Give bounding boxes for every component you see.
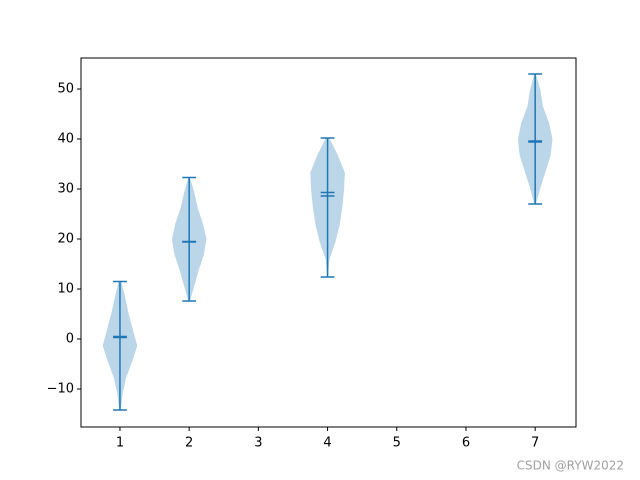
x-tick-label: 7	[531, 436, 539, 451]
x-tick-label: 2	[185, 436, 193, 451]
watermark: CSDN @RYW2022	[517, 459, 624, 473]
x-tick-label: 6	[462, 436, 470, 451]
y-tick-label: 10	[57, 282, 74, 297]
y-tick-label: 0	[66, 332, 74, 347]
y-tick-label: 30	[57, 182, 74, 197]
y-tick-label: −10	[47, 382, 74, 397]
x-tick-label: 5	[393, 436, 401, 451]
y-tick-label: 20	[57, 232, 74, 247]
x-tick-label: 1	[116, 436, 124, 451]
plot-area	[80, 57, 577, 428]
y-tick-label: 50	[57, 82, 74, 97]
y-tick-label: 40	[57, 132, 74, 147]
x-tick-label: 3	[254, 436, 262, 451]
x-tick-label: 4	[323, 436, 331, 451]
